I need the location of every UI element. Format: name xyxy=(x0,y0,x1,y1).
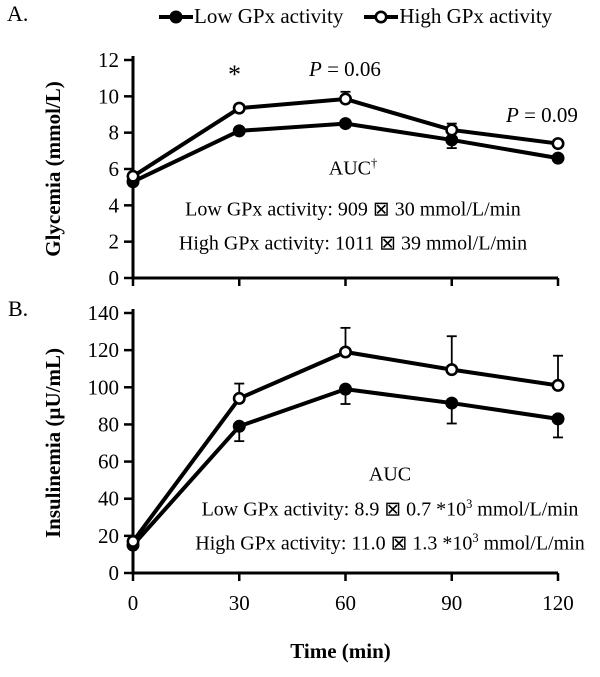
auc-title-text: AUC xyxy=(328,157,372,180)
x-tick-label: 60 xyxy=(335,591,356,615)
y-tick-label: 4 xyxy=(109,193,120,217)
auc-annotation-insulinemia: AUC Low GPx activity: 8.9 ⊠ 0.7 *103 mmo… xyxy=(175,462,600,556)
auc-title: AUC† xyxy=(133,156,573,181)
auc-line-unit: mmol/L/min xyxy=(472,498,579,521)
y-tick-label: 100 xyxy=(88,375,120,399)
legend-item-low-gpx: Low GPx activity xyxy=(158,4,343,29)
p-value-text: = 0.09 xyxy=(518,103,578,127)
filled-circle-marker-icon xyxy=(158,8,194,26)
y-tick-label: 2 xyxy=(109,230,120,254)
x-tick-label: 0 xyxy=(128,591,139,615)
y-tick-label: 12 xyxy=(98,48,119,72)
y-tick-label: 80 xyxy=(98,412,119,436)
auc-line-high-gpx: High GPx activity: 1011 ⊠ 39 mmol/L/min xyxy=(133,231,573,256)
y-tick-label: 0 xyxy=(109,561,120,585)
auc-annotation-glycemia: AUC† Low GPx activity: 909 ⊠ 30 mmol/L/m… xyxy=(133,156,573,256)
data-point-open-circle xyxy=(232,391,246,405)
p-value-text: = 0.06 xyxy=(321,57,381,81)
p-value-symbol: P xyxy=(309,57,322,81)
p-value-symbol: P xyxy=(506,103,519,127)
x-tick-label: 90 xyxy=(441,591,462,615)
data-point-open-circle xyxy=(445,363,459,377)
p-value-annotation-60min: P = 0.06 xyxy=(309,57,381,82)
data-point-open-circle xyxy=(126,169,140,183)
panel-a-label: A. xyxy=(7,1,29,26)
data-point-open-circle xyxy=(551,378,565,392)
y-axis-title: Insulinemia (µU/mL) xyxy=(41,348,65,538)
y-tick-label: 10 xyxy=(98,84,119,108)
auc-line-text: Low GPx activity: 909 ⊠ 30 mmol/L/min xyxy=(185,198,521,221)
data-point-open-circle xyxy=(126,534,140,548)
legend-label-high-gpx: High GPx activity xyxy=(399,4,553,28)
auc-line-low-gpx: Low GPx activity: 909 ⊠ 30 mmol/L/min xyxy=(133,197,573,222)
y-tick-label: 40 xyxy=(98,487,119,511)
y-axis-title: Glycemia (mmol/L) xyxy=(41,81,65,257)
data-point-filled-circle xyxy=(232,124,246,138)
auc-line-text: High GPx activity: 11.0 ⊠ 1.3 *10 xyxy=(195,532,473,555)
panel-b-label: B. xyxy=(8,296,29,321)
data-point-filled-circle xyxy=(232,419,246,433)
data-point-filled-circle xyxy=(339,382,352,396)
y-tick-label: 0 xyxy=(109,266,120,290)
y-tick-label: 6 xyxy=(109,157,120,181)
y-tick-label: 60 xyxy=(98,450,119,474)
auc-line-low-gpx: Low GPx activity: 8.9 ⊠ 0.7 *103 mmol/L/… xyxy=(175,497,600,522)
significance-asterisk: * xyxy=(228,60,241,89)
p-value-annotation-120min: P = 0.09 xyxy=(506,103,578,128)
x-axis-title: Time (min) xyxy=(290,639,391,663)
y-tick-label: 120 xyxy=(88,338,120,362)
data-point-open-circle xyxy=(551,137,565,151)
data-point-open-circle xyxy=(445,123,459,137)
auc-line-text: High GPx activity: 1011 ⊠ 39 mmol/L/min xyxy=(178,232,528,255)
auc-line-unit: mmol/L/min xyxy=(478,532,585,555)
y-tick-label: 8 xyxy=(109,121,120,145)
x-tick-label: 120 xyxy=(542,591,574,615)
legend-item-high-gpx: High GPx activity xyxy=(363,4,552,29)
y-tick-label: 20 xyxy=(98,524,119,548)
auc-line-superscript: 3 xyxy=(472,531,479,546)
data-point-filled-circle xyxy=(551,412,565,426)
data-point-open-circle xyxy=(338,92,352,106)
auc-line-text: Low GPx activity: 8.9 ⊠ 0.7 *10 xyxy=(201,498,467,521)
open-circle-marker-icon xyxy=(363,8,399,26)
legend: Low GPx activity High GPx activity xyxy=(158,4,552,29)
data-point-filled-circle xyxy=(551,151,565,165)
auc-title: AUC xyxy=(175,462,600,487)
legend-label-low-gpx: Low GPx activity xyxy=(194,4,344,28)
data-point-filled-circle xyxy=(445,396,459,410)
auc-dagger-superscript: † xyxy=(371,156,378,170)
data-point-open-circle xyxy=(338,345,352,359)
data-point-open-circle xyxy=(232,101,246,115)
x-tick-label: 30 xyxy=(229,591,250,615)
y-tick-label: 140 xyxy=(88,301,120,325)
data-point-filled-circle xyxy=(445,133,459,147)
data-point-filled-circle xyxy=(339,117,352,131)
auc-line-superscript: 3 xyxy=(466,496,473,511)
auc-line-high-gpx: High GPx activity: 11.0 ⊠ 1.3 *103 mmol/… xyxy=(175,531,600,556)
auc-title-text: AUC xyxy=(368,463,412,486)
